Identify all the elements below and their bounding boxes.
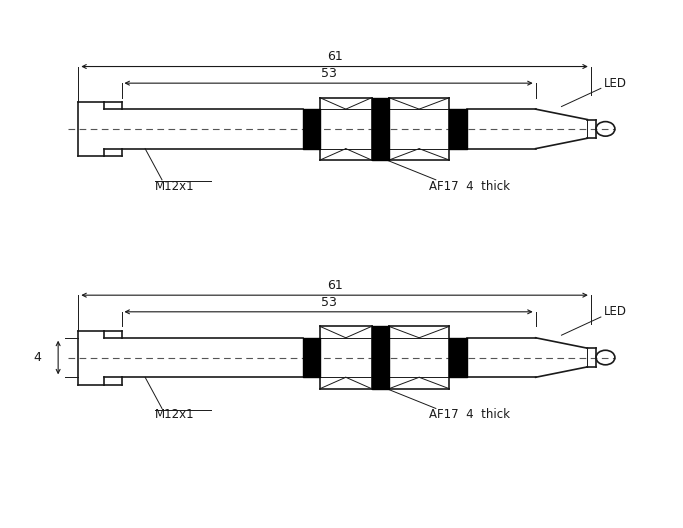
Text: 61: 61	[326, 50, 342, 63]
Text: 53: 53	[320, 67, 337, 80]
Text: 53: 53	[320, 296, 337, 309]
Text: M12x1: M12x1	[155, 180, 195, 193]
Text: LED: LED	[604, 77, 627, 90]
Text: AF17  4  thick: AF17 4 thick	[429, 180, 510, 193]
Text: LED: LED	[604, 305, 627, 318]
Text: M12x1: M12x1	[155, 409, 195, 421]
Text: AF17  4  thick: AF17 4 thick	[429, 409, 510, 421]
Text: 61: 61	[326, 279, 342, 292]
Text: 4: 4	[33, 351, 41, 364]
